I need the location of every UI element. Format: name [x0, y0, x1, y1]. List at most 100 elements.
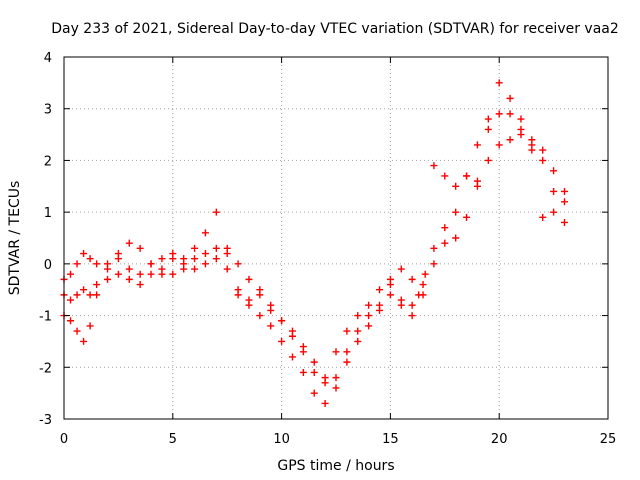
data-point	[73, 327, 81, 335]
data-point	[136, 281, 144, 289]
data-point	[376, 286, 384, 294]
data-point	[267, 322, 275, 330]
data-point	[80, 250, 88, 258]
data-point	[332, 348, 340, 356]
y-tick-label: -1	[39, 310, 52, 325]
data-point	[397, 301, 405, 309]
data-point	[343, 348, 351, 356]
data-point	[67, 270, 75, 278]
y-tick-label: 0	[44, 258, 52, 273]
data-point	[408, 275, 416, 283]
data-point	[506, 94, 514, 102]
data-point	[386, 291, 394, 299]
data-point	[473, 141, 481, 149]
data-point	[212, 255, 220, 263]
data-point	[550, 208, 558, 216]
data-point	[539, 213, 547, 221]
data-point	[256, 291, 264, 299]
data-point	[310, 368, 318, 376]
data-point	[452, 182, 460, 190]
data-point	[441, 239, 449, 247]
data-point	[343, 327, 351, 335]
x-tick-label: 10	[273, 432, 290, 447]
data-point	[506, 110, 514, 118]
data-point	[506, 136, 514, 144]
data-point	[125, 265, 133, 273]
data-point	[67, 296, 75, 304]
plot-frame	[63, 56, 609, 420]
data-point	[80, 286, 88, 294]
data-point	[528, 146, 536, 154]
data-point	[452, 234, 460, 242]
data-point	[201, 260, 209, 268]
data-point	[430, 162, 438, 170]
data-point	[147, 260, 155, 268]
data-point	[452, 208, 460, 216]
data-point	[430, 260, 438, 268]
data-point	[288, 327, 296, 335]
data-point	[365, 322, 373, 330]
data-point	[267, 301, 275, 309]
data-point	[104, 275, 112, 283]
data-point	[419, 291, 427, 299]
data-point	[234, 291, 242, 299]
data-point	[212, 244, 220, 252]
data-point	[463, 213, 471, 221]
data-point	[560, 218, 568, 226]
data-point	[223, 265, 231, 273]
y-tick-label: -2	[39, 361, 52, 376]
y-tick-label: 2	[44, 154, 52, 169]
data-point	[430, 244, 438, 252]
data-point	[354, 337, 362, 345]
data-points	[60, 79, 568, 407]
data-point	[354, 327, 362, 335]
data-point	[332, 374, 340, 382]
data-point	[245, 275, 253, 283]
data-point	[419, 281, 427, 289]
data-point	[136, 270, 144, 278]
data-point	[517, 131, 525, 139]
data-point	[539, 156, 547, 164]
data-point	[201, 250, 209, 258]
axis-ticks: 0 5 10 15 20 25 -3 -2 -1 0 1 2 3 4	[39, 51, 616, 447]
data-point	[288, 353, 296, 361]
data-point	[278, 317, 286, 325]
data-point	[191, 265, 199, 273]
data-point	[278, 337, 286, 345]
data-point	[223, 244, 231, 252]
data-point	[201, 229, 209, 237]
data-point	[93, 260, 101, 268]
data-point	[93, 291, 101, 299]
data-point	[169, 270, 177, 278]
data-point	[560, 187, 568, 195]
data-point	[473, 177, 481, 185]
data-point	[212, 208, 220, 216]
x-tick-label: 25	[600, 432, 617, 447]
data-point	[408, 312, 416, 320]
data-point	[299, 368, 307, 376]
data-point	[421, 270, 429, 278]
data-point	[125, 275, 133, 283]
data-point	[495, 110, 503, 118]
data-point	[550, 187, 558, 195]
data-point	[539, 146, 547, 154]
series-1	[60, 125, 568, 407]
grid	[64, 57, 608, 419]
data-point	[495, 79, 503, 87]
data-point	[321, 374, 329, 382]
x-axis-label: GPS time / hours	[277, 458, 394, 474]
data-point	[310, 358, 318, 366]
data-point	[80, 337, 88, 345]
data-point	[441, 224, 449, 232]
data-point	[365, 301, 373, 309]
data-point	[495, 141, 503, 149]
data-point	[484, 115, 492, 123]
data-point	[158, 270, 166, 278]
data-point	[397, 265, 405, 273]
x-tick-label: 0	[60, 432, 68, 447]
y-tick-label: 4	[44, 51, 52, 66]
data-point	[234, 260, 242, 268]
data-point	[321, 399, 329, 407]
data-point	[354, 312, 362, 320]
data-point	[191, 244, 199, 252]
